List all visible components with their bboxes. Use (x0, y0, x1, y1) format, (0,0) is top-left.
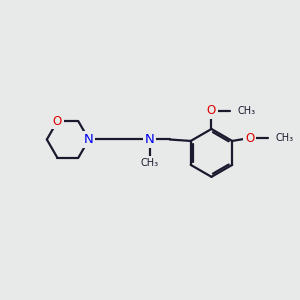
Text: O: O (53, 115, 62, 128)
Text: O: O (207, 104, 216, 117)
Text: CH₃: CH₃ (238, 106, 256, 116)
Text: N: N (84, 133, 94, 146)
Text: N: N (145, 133, 155, 146)
Text: CH₃: CH₃ (276, 133, 294, 143)
Text: O: O (245, 131, 254, 145)
Text: CH₃: CH₃ (141, 158, 159, 168)
